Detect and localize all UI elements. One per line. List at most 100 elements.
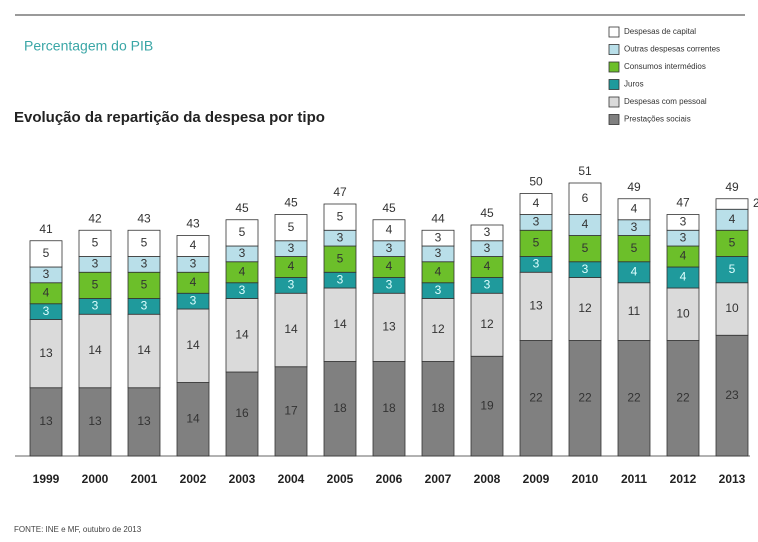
- value-label: 4: [631, 264, 638, 278]
- value-label: 4: [582, 217, 589, 231]
- value-label: 14: [235, 327, 249, 341]
- value-label: 5: [582, 241, 589, 255]
- legend-swatch: [608, 96, 620, 108]
- bar-segment: [176, 308, 210, 383]
- value-label: 14: [186, 411, 200, 425]
- bar-segment: [715, 282, 749, 336]
- value-label: 4: [386, 222, 393, 236]
- bar-segment: [372, 361, 406, 457]
- value-label: 3: [484, 225, 491, 239]
- bar-segment: [372, 219, 406, 242]
- total-label: 49: [725, 180, 739, 194]
- value-label: 3: [43, 267, 50, 281]
- bar-segment: [225, 298, 259, 373]
- x-tick-label: 2012: [670, 472, 697, 486]
- bar-segment: [470, 224, 504, 242]
- value-label: 3: [484, 278, 491, 292]
- legend-swatch: [608, 61, 620, 73]
- x-tick-label: 2002: [180, 472, 207, 486]
- bar-segment: [29, 387, 63, 457]
- value-label: 6: [582, 191, 589, 205]
- bar-segment: [568, 340, 602, 457]
- bar-segment: [127, 271, 161, 299]
- value-label: 3: [533, 215, 540, 229]
- value-label: 22: [578, 390, 592, 404]
- value-label: 4: [631, 201, 638, 215]
- value-label: 3: [239, 283, 246, 297]
- value-label: 11: [628, 304, 641, 318]
- value-label: 4: [386, 259, 393, 273]
- total-label: 50: [529, 175, 543, 189]
- source-note: FONTE: INE e MF, outubro de 2013: [14, 525, 142, 534]
- bar-segment: [421, 229, 455, 247]
- bar-segment: [78, 313, 112, 389]
- value-label: 17: [284, 404, 298, 418]
- legend-swatch: [608, 114, 620, 125]
- value-label: 2: [753, 196, 758, 210]
- value-label: 3: [43, 304, 50, 318]
- value-label: 3: [582, 262, 589, 276]
- bar-segment: [519, 271, 553, 341]
- value-label: 4: [729, 212, 736, 226]
- value-label: 5: [92, 236, 99, 250]
- total-label: 43: [137, 211, 151, 225]
- value-label: 3: [92, 257, 99, 271]
- value-label: 13: [137, 414, 151, 428]
- chart-subtitle: Percentagem do PIB: [24, 38, 153, 54]
- bar-segment: [470, 292, 504, 357]
- value-label: 3: [484, 241, 491, 255]
- value-label: 5: [729, 262, 736, 276]
- value-label: 22: [529, 390, 543, 404]
- bar-segment: [274, 214, 308, 242]
- value-label: 5: [631, 241, 638, 255]
- value-label: 19: [480, 398, 494, 412]
- value-label: 18: [382, 401, 396, 415]
- value-label: 3: [386, 241, 393, 255]
- value-label: 3: [239, 246, 246, 260]
- value-label: 12: [480, 317, 494, 331]
- x-tick-label: 2013: [719, 472, 746, 486]
- bar-segment: [568, 182, 602, 215]
- value-label: 3: [190, 257, 197, 271]
- value-label: 22: [676, 390, 690, 404]
- value-label: 3: [92, 299, 99, 313]
- bar-segment: [127, 313, 161, 389]
- bar-segment: [127, 229, 161, 257]
- legend-label: Prestações sociais: [624, 115, 691, 124]
- total-label: 45: [382, 201, 396, 215]
- bar-segment: [519, 193, 553, 215]
- bar-segment: [323, 245, 357, 273]
- bar-segment: [29, 240, 63, 268]
- bar-segment: [470, 355, 504, 457]
- legend-label: Despesas com pessoal: [624, 97, 707, 106]
- value-label: 3: [435, 246, 442, 260]
- bar-segment: [127, 387, 161, 457]
- legend-label: Consumos intermédios: [624, 62, 706, 71]
- value-label: 14: [186, 338, 200, 352]
- x-tick-label: 2003: [229, 472, 256, 486]
- value-label: 4: [680, 249, 687, 263]
- value-label: 4: [435, 264, 442, 278]
- bar-segment: [323, 203, 357, 231]
- value-label: 3: [386, 278, 393, 292]
- value-label: 5: [43, 246, 50, 260]
- value-label: 3: [435, 230, 442, 244]
- bar-segment: [274, 292, 308, 368]
- value-label: 14: [137, 343, 151, 357]
- x-tick-label: 2009: [523, 472, 550, 486]
- value-label: 4: [533, 196, 540, 210]
- value-label: 5: [141, 278, 148, 292]
- bar-segment: [519, 229, 553, 257]
- value-label: 22: [627, 390, 641, 404]
- value-label: 5: [92, 278, 99, 292]
- value-label: 4: [484, 259, 491, 273]
- value-label: 23: [725, 388, 739, 402]
- total-label: 44: [431, 211, 445, 225]
- value-label: 5: [288, 220, 295, 234]
- value-label: 14: [88, 343, 102, 357]
- value-label: 4: [190, 275, 197, 289]
- bar-segment: [617, 282, 651, 341]
- value-label: 4: [43, 285, 50, 299]
- total-label: 47: [676, 196, 690, 210]
- value-label: 4: [190, 238, 197, 252]
